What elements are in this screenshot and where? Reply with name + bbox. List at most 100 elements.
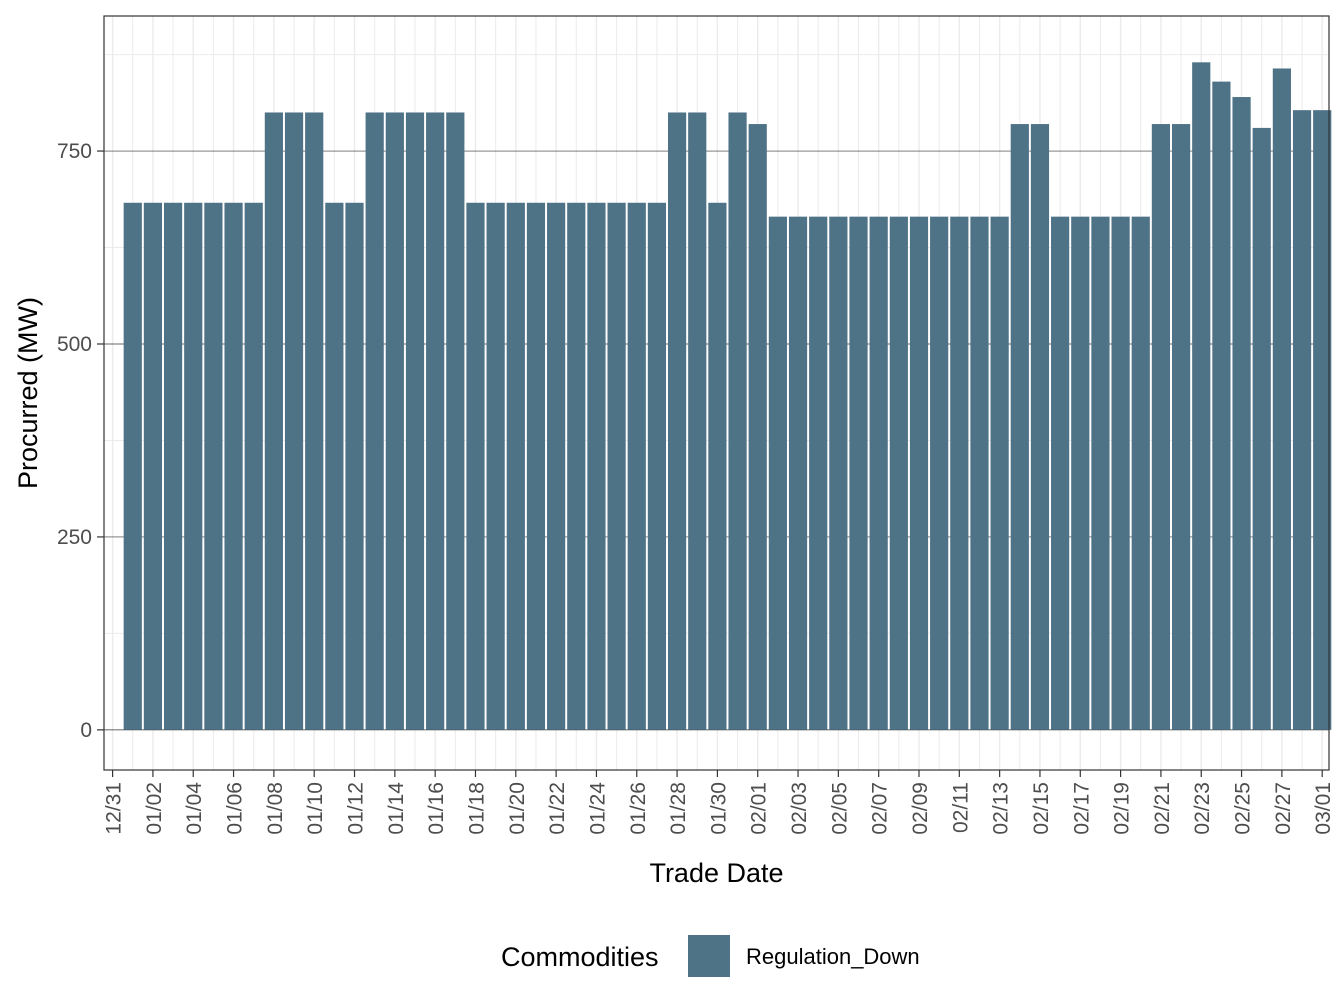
bar-02-20 [1131,216,1150,730]
bars [123,62,1332,730]
bar-01-12 [345,202,364,730]
x-tick-label: 02/27 [1272,782,1295,835]
x-tick-label: 02/21 [1151,782,1174,835]
y-tick-label: 250 [57,526,92,549]
bar-01-28 [667,112,687,730]
x-tick-label: 02/07 [869,782,892,835]
bar-02-22 [1171,124,1191,730]
bar-01-20 [506,202,525,730]
x-tick-label: 01/12 [345,782,368,835]
bar-02-10 [930,216,949,730]
x-tick-label: 02/01 [748,782,771,835]
bar-01-09 [284,112,304,730]
y-tick-label: 750 [57,140,92,163]
x-tick-label: 01/02 [143,782,166,835]
bar-01-16 [426,112,445,730]
x-tick-label: 01/30 [707,782,730,835]
x-tick-label: 03/01 [1312,782,1335,835]
bar-02-12 [970,216,989,730]
x-tick-label: 02/25 [1232,782,1255,835]
bar-02-14 [1010,124,1029,730]
bar-02-05 [829,216,848,730]
x-tick-label: 12/31 [103,782,126,835]
bar-01-07 [244,202,263,730]
x-tick-label: 02/23 [1191,782,1214,835]
legend: Commodities Regulation_Down [501,935,920,977]
bar-01-23 [567,202,586,730]
bar-01-01 [123,202,142,730]
bar-02-04 [809,216,828,730]
bar-01-21 [526,202,546,730]
bar-02-15 [1030,124,1050,730]
bar-02-06 [849,216,868,730]
legend-key-regulation-down [688,935,730,977]
x-axis-title: Trade Date [649,858,783,888]
bar-01-30 [708,202,727,730]
bar-01-18 [466,202,485,730]
bar-02-25 [1232,97,1251,730]
x-tick-label: 01/04 [183,782,206,835]
bar-02-03 [788,216,808,730]
bar-01-04 [184,202,203,730]
legend-label-regulation-down: Regulation_Down [746,944,920,969]
bar-02-08 [889,216,908,730]
bar-01-19 [486,202,505,730]
y-axis: 0 250 500 750 [57,140,104,742]
legend-title: Commodities [501,942,659,972]
x-tick-label: 01/10 [304,782,327,835]
bar-02-01 [748,124,767,730]
x-tick-label: 02/09 [909,782,932,835]
x-tick-label: 02/15 [1030,782,1053,835]
x-tick-label: 01/06 [224,782,247,835]
x-tick-label: 02/11 [949,782,972,833]
x-axis: 12/31 01/02 01/04 01/06 01/08 01/10 01/12 01/14… [103,770,1335,835]
bar-02-29 [1313,110,1332,730]
x-tick-label: 02/19 [1111,782,1134,835]
x-tick-label: 02/05 [828,782,851,835]
x-tick-label: 01/20 [506,782,529,835]
y-tick-label: 500 [57,333,92,356]
bar-01-10 [305,112,324,730]
plot-panel-border [103,15,1330,771]
bar-02-16 [1051,216,1070,730]
y-tick-label: 0 [80,719,92,742]
x-tick-label: 01/18 [465,782,488,835]
bar-02-21 [1151,124,1171,730]
bar-01-02 [143,202,163,730]
bar-01-08 [264,112,283,730]
x-tick-label: 01/16 [425,782,448,835]
bar-02-26 [1252,127,1271,730]
bar-01-05 [204,202,223,730]
bar-01-11 [325,202,344,730]
x-tick-label: 01/22 [546,782,569,835]
bar-02-07 [869,216,888,730]
bar-02-24 [1212,81,1231,730]
bar-02-13 [990,216,1009,730]
x-tick-label: 01/08 [264,782,287,835]
y-axis-title: Procurred (MW) [13,297,43,489]
bar-01-22 [547,202,566,730]
bar-02-27 [1272,68,1291,730]
bar-01-29 [688,112,707,730]
bar-02-17 [1071,216,1090,730]
bar-02-18 [1091,216,1110,730]
bar-01-26 [627,202,646,730]
x-tick-label: 02/17 [1070,782,1093,835]
x-tick-label: 02/03 [788,782,811,835]
bar-02-19 [1111,216,1130,730]
bar-01-25 [607,202,626,730]
x-tick-label: 01/24 [586,782,609,835]
bar-02-23 [1192,62,1211,730]
bar-02-09 [909,216,929,730]
bar-01-14 [385,112,404,730]
x-tick-label: 01/26 [627,782,650,835]
x-tick-label: 01/28 [667,782,690,835]
x-tick-label: 02/13 [990,782,1013,835]
bar-01-06 [224,202,243,730]
bar-01-24 [587,202,606,730]
bar-01-03 [163,202,183,730]
bar-01-17 [446,112,465,730]
bar-01-13 [365,112,384,730]
bar-02-11 [950,216,969,730]
